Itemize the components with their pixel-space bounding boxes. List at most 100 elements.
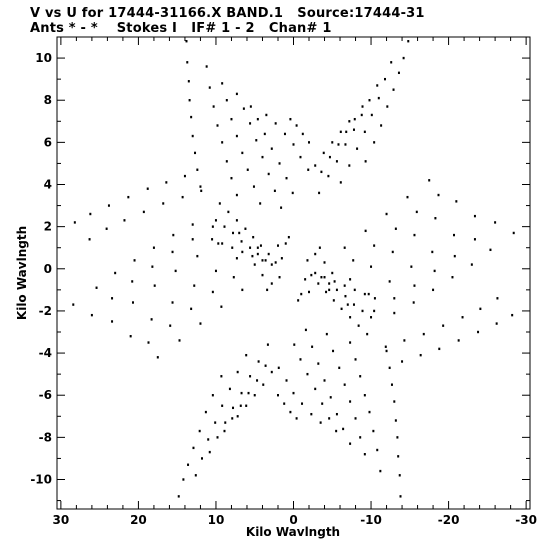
uv-point: [252, 185, 255, 188]
uv-point: [196, 254, 199, 258]
uv-point: [321, 402, 324, 405]
uv-point: [335, 429, 338, 433]
uv-point: [216, 436, 219, 439]
uv-point: [266, 343, 269, 346]
uv-point: [216, 124, 219, 127]
uv-point: [390, 383, 393, 386]
uv-point: [105, 227, 108, 230]
uv-point: [214, 269, 217, 273]
uv-point: [396, 436, 399, 439]
uv-point: [211, 394, 214, 397]
uv-point: [373, 244, 376, 247]
uv-point: [253, 394, 256, 397]
uv-point: [200, 189, 203, 193]
uv-point: [253, 263, 256, 266]
x-axis-label: Kilo Wavlngth: [246, 525, 340, 539]
uv-point: [171, 301, 174, 304]
uv-point: [390, 61, 393, 64]
uv-point: [256, 379, 259, 382]
y-tick-label: 4: [44, 178, 52, 192]
uv-point: [240, 391, 243, 395]
uv-point: [261, 259, 264, 262]
uv-point: [174, 269, 177, 273]
uv-point: [223, 225, 226, 228]
uv-point: [348, 120, 351, 123]
uv-point: [353, 288, 356, 292]
x-tick-labels: 30 20 10 0 -10 -20 -30: [53, 513, 537, 527]
uv-point: [360, 113, 363, 117]
uv-point: [231, 417, 234, 420]
uv-point: [349, 341, 352, 344]
uv-point: [214, 219, 217, 222]
uv-point: [267, 172, 270, 176]
uv-point: [278, 162, 281, 165]
uv-point: [249, 105, 252, 108]
uv-point: [196, 168, 199, 171]
y-tick-label: -10: [30, 473, 52, 487]
uv-point: [266, 288, 269, 292]
uv-point: [270, 282, 273, 285]
uv-point: [323, 379, 326, 382]
uv-point: [111, 320, 114, 323]
uv-point: [273, 189, 276, 193]
uv-point: [147, 341, 150, 344]
uv-point: [241, 250, 244, 254]
uv-point: [307, 168, 310, 171]
uv-point: [127, 195, 130, 199]
uv-point: [218, 202, 221, 205]
uv-point: [188, 99, 191, 102]
uv-point: [399, 495, 402, 498]
uv-point: [165, 181, 168, 184]
uv-point: [235, 219, 238, 222]
uv-point: [310, 273, 313, 277]
uv-point: [346, 303, 349, 306]
uv-point: [398, 474, 401, 477]
uv-point: [211, 290, 214, 294]
y-tick-label: 0: [44, 262, 52, 276]
uv-point: [457, 339, 460, 342]
uv-point: [352, 303, 355, 306]
uv-point: [178, 339, 181, 342]
uv-point: [473, 238, 476, 241]
uv-point: [153, 284, 156, 287]
uv-point: [339, 130, 342, 134]
uv-point: [300, 292, 303, 296]
uv-point: [363, 394, 366, 397]
uv-point: [320, 170, 323, 174]
uv-point: [182, 478, 185, 481]
uv-point: [328, 288, 331, 292]
uv-point: [295, 417, 298, 420]
uv-point: [183, 174, 186, 178]
uv-point: [402, 56, 405, 60]
uv-point: [276, 394, 279, 397]
uv-point: [235, 134, 238, 138]
uv-point: [224, 421, 227, 424]
uv-point: [364, 229, 367, 233]
uv-point: [325, 290, 328, 294]
uv-point: [245, 353, 248, 357]
uv-point: [434, 217, 437, 220]
uv-point: [289, 117, 292, 121]
uv-point: [333, 280, 336, 283]
uv-point: [280, 257, 283, 260]
uv-point: [228, 387, 231, 391]
uv-point: [306, 372, 309, 376]
uv-point: [207, 438, 210, 441]
uv-point: [367, 292, 370, 296]
uv-point: [217, 242, 220, 245]
axis-ticks: [57, 36, 530, 509]
uv-point: [276, 244, 279, 247]
uv-point: [90, 313, 93, 317]
uv-point: [376, 448, 379, 452]
uv-point: [133, 259, 136, 262]
uv-point: [292, 143, 295, 146]
uv-point: [363, 292, 366, 296]
uv-point: [187, 463, 190, 466]
uv-point: [340, 307, 343, 311]
y-axis-label: Kilo Wavlngth: [15, 226, 29, 320]
uv-point: [453, 233, 456, 237]
uv-point: [277, 366, 280, 370]
uv-point: [249, 246, 252, 249]
uv-point: [169, 324, 172, 327]
data-points: [72, 40, 515, 498]
